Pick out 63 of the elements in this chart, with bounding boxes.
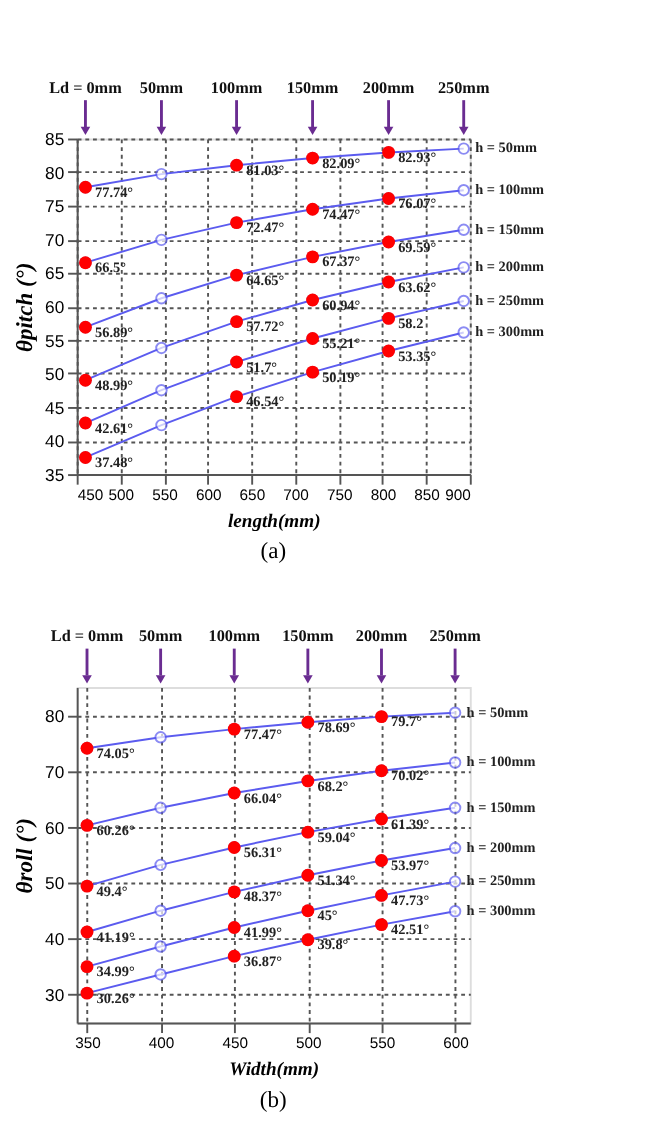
y-tick-label: 30: [45, 985, 65, 1006]
point: [154, 968, 167, 981]
x-tick-label: 700: [283, 486, 309, 505]
point: [155, 167, 168, 181]
point: [154, 904, 167, 917]
x-tick-label: 350: [75, 1034, 101, 1053]
point: [457, 326, 470, 339]
point: [154, 801, 167, 814]
x-axis-title: length(mm): [227, 510, 321, 533]
y-axis-title: θpitch (°): [13, 262, 38, 353]
point: [155, 418, 168, 432]
x-tick-label: 550: [369, 1034, 396, 1053]
x-tick-label: 850: [414, 486, 440, 505]
x-tick-label: 650: [239, 486, 266, 505]
point: [155, 341, 168, 355]
text: (a): [260, 540, 287, 565]
point: [448, 841, 462, 855]
y-tick-label: 55: [45, 330, 65, 351]
x-tick-label: 750: [326, 486, 353, 505]
point: [155, 384, 168, 397]
y-tick-label: 45: [45, 397, 65, 418]
point: [457, 142, 470, 155]
point: [448, 905, 462, 918]
x-tick-label: 550: [152, 486, 178, 505]
x-tick-label: 500: [296, 1034, 322, 1053]
point: [448, 756, 462, 769]
y-tick-label: 70: [45, 229, 65, 250]
y-tick-label: 85: [45, 129, 65, 150]
point: [154, 731, 167, 744]
x-tick-label: 450: [222, 1034, 248, 1053]
point: [154, 940, 167, 953]
x-tick-label: 800: [370, 486, 397, 505]
x-tick-label: 500: [108, 486, 135, 505]
y-tick-label: 60: [45, 817, 65, 838]
point: [448, 706, 462, 719]
y-tick-label: 40: [45, 929, 65, 950]
y-tick-label: 50: [45, 364, 65, 385]
point: [457, 261, 470, 274]
y-tick-label: 65: [45, 263, 65, 284]
point: [457, 184, 470, 197]
x-tick-label: 600: [443, 1034, 469, 1053]
text: (b): [259, 1088, 287, 1113]
y-tick-label: 50: [45, 873, 65, 894]
point: [457, 223, 470, 237]
point: [448, 801, 462, 814]
y-axis-title: θroll (°): [13, 817, 38, 894]
y-tick-label: 40: [45, 431, 65, 452]
x-tick-label: 600: [195, 486, 222, 505]
y-tick-label: 75: [45, 196, 65, 217]
y-tick-label: 60: [45, 297, 65, 318]
x-axis-title: Width(mm): [229, 1059, 320, 1082]
x-tick-label: 450: [77, 486, 104, 505]
y-tick-label: 80: [45, 705, 65, 726]
point: [154, 858, 167, 872]
point: [155, 292, 168, 305]
point: [448, 875, 462, 888]
y-tick-label: 80: [45, 162, 65, 183]
y-tick-label: 70: [45, 761, 65, 782]
point: [457, 294, 470, 308]
x-tick-label: 900: [445, 486, 471, 505]
x-tick-label: 400: [148, 1034, 175, 1053]
point: [155, 233, 168, 247]
y-tick-label: 35: [45, 464, 65, 485]
